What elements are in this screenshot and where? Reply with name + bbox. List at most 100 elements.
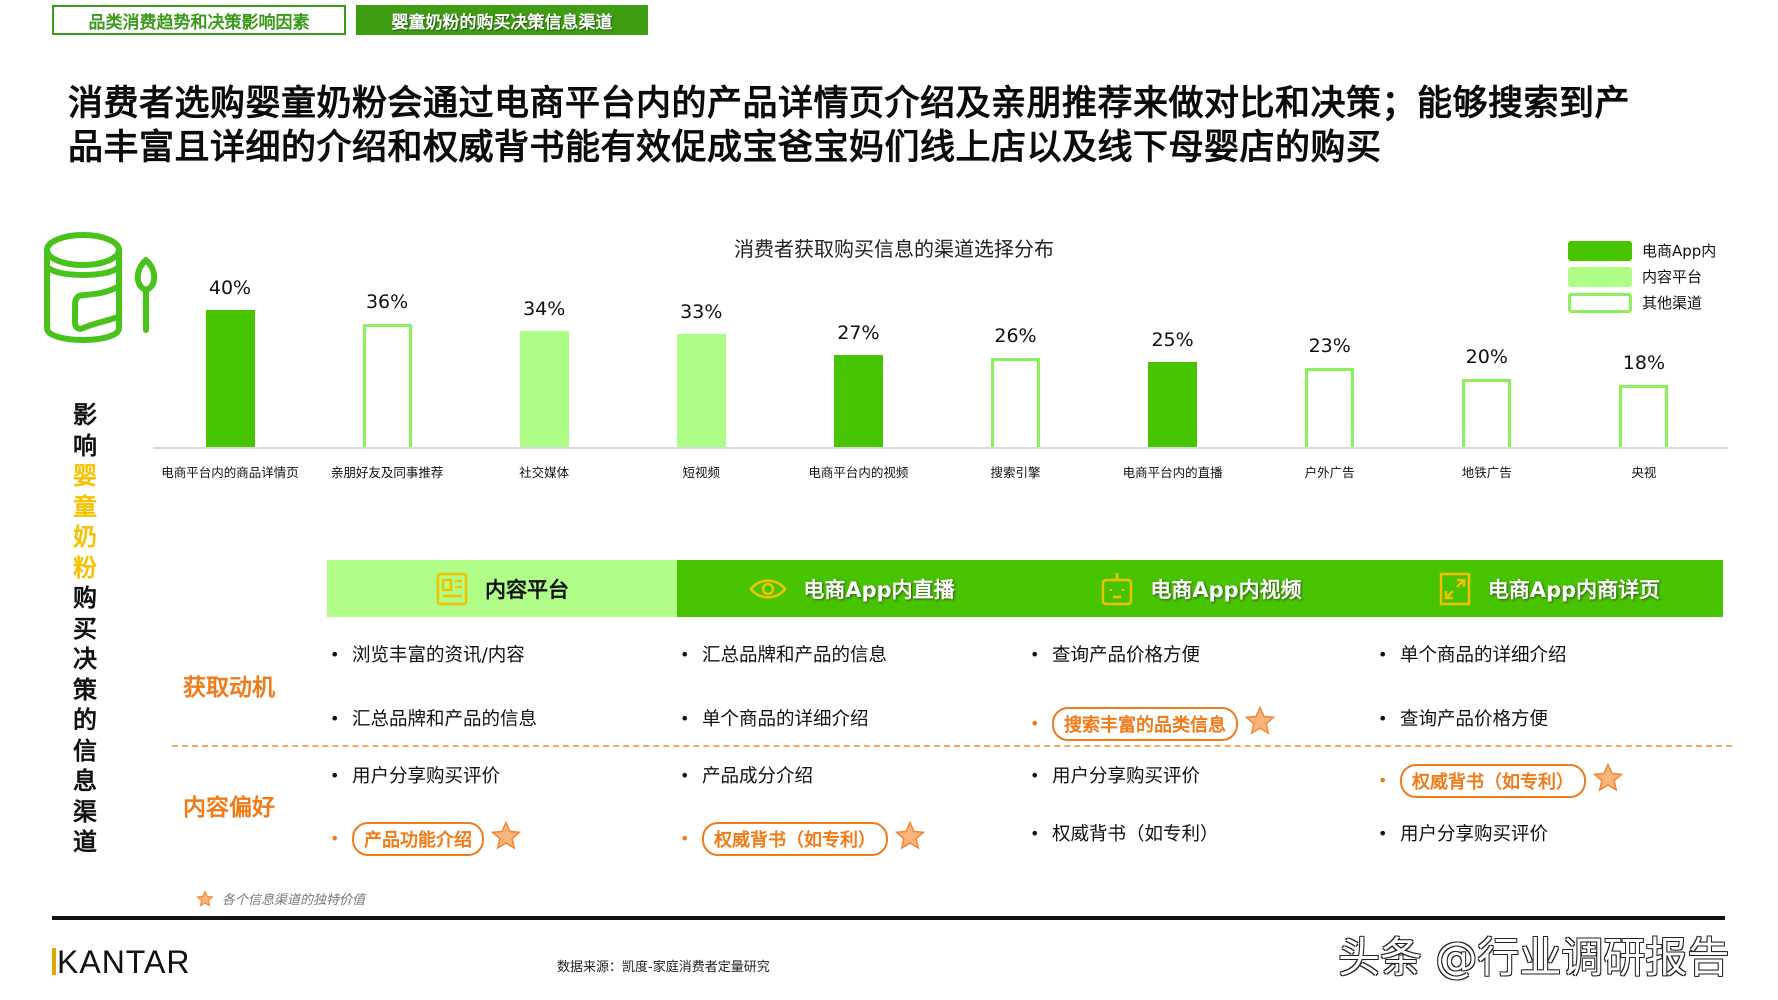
cell-text: 用户分享购买评价 [1052, 766, 1201, 787]
column-header-ecommerce-detail-page: 电商App内商详页 [1375, 560, 1723, 617]
cell-text: 单个商品的详细介绍 [702, 709, 869, 730]
column-header-label: 电商App内直播 [803, 577, 955, 602]
bar [1462, 378, 1512, 447]
tab-category-trends[interactable]: 品类消费趋势和决策影响因素 [52, 5, 346, 35]
bullet: • [330, 708, 340, 728]
star-icon [894, 820, 926, 857]
bullet: • [1030, 714, 1040, 733]
bullet: • [1378, 708, 1388, 728]
bullet: • [1030, 644, 1040, 664]
column-header-content-platform: 内容平台 [327, 560, 677, 617]
cell-text: 单个商品的详细介绍 [1400, 645, 1567, 666]
legend-label: 其他渠道 [1642, 294, 1703, 312]
table-cell: • 单个商品的详细介绍 [680, 705, 869, 731]
category-label: 央视 [1631, 465, 1657, 480]
legend-item-other: 其他渠道 [1568, 292, 1702, 313]
table-cell: • 用户分享购买评价 [1378, 820, 1548, 846]
side-title-highlight: 婴童奶粉 [73, 462, 97, 582]
expand-arrows-icon [1438, 571, 1472, 607]
table-cell: • 汇总品牌和产品的信息 [680, 641, 887, 667]
bar [205, 310, 255, 447]
footnote: 各个信息渠道的独特价值 [196, 889, 365, 908]
bar-value-label: 34% [523, 297, 566, 320]
bullet: • [1378, 823, 1388, 843]
bar-value-label: 20% [1465, 345, 1508, 368]
bar-value-label: 27% [837, 321, 880, 344]
bullet: • [330, 829, 340, 848]
brand-text: KANTAR [57, 944, 191, 980]
table-cell: • 浏览丰富的资讯/内容 [330, 641, 525, 667]
kantar-logo: KANTAR [52, 944, 190, 981]
bar-value-label: 18% [1622, 352, 1665, 375]
category-label: 电商平台内的视频 [808, 465, 909, 480]
category-label: 亲朋好友及同事推荐 [330, 465, 444, 480]
cell-text: 搜索丰富的品类信息 [1052, 706, 1238, 741]
bullet: • [680, 765, 690, 785]
bar-value-label: 26% [994, 325, 1037, 348]
cell-text: 权威背书（如专利） [1052, 824, 1219, 845]
category-label: 电商平台内的直播 [1122, 465, 1223, 480]
side-title-part1: 影响 [73, 401, 97, 460]
milk-powder-can-with-spoon-icon [43, 230, 163, 352]
table-cell-highlighted: • 产品功能介绍 [330, 820, 522, 857]
column-header-ecommerce-live: 电商App内直播 [677, 560, 1027, 617]
headline-line-2: 品丰富且详细的介绍和权威背书能有效促成宝爸宝妈们线上店以及线下母婴店的购买 [68, 128, 1382, 168]
star-icon [1244, 705, 1276, 742]
tab-purchase-info-channels[interactable]: 婴童奶粉的购买决策信息渠道 [356, 5, 648, 35]
table-cell-highlighted: • 权威背书（如专利） [1378, 762, 1624, 799]
cell-text: 权威背书（如专利） [1400, 763, 1586, 798]
cell-text: 查询产品价格方便 [1400, 709, 1549, 730]
star-icon [1592, 762, 1624, 799]
column-header-label: 内容平台 [485, 577, 569, 602]
bullet: • [1378, 771, 1388, 790]
bar [833, 354, 883, 447]
watermark: 头条 @行业调研报告 [1338, 933, 1730, 982]
category-label: 电商平台内的商品详情页 [161, 465, 299, 480]
table-cell-highlighted: • 搜索丰富的品类信息 [1030, 705, 1276, 742]
bullet: • [1378, 644, 1388, 664]
bullet: • [680, 708, 690, 728]
legend-swatch-other [1568, 292, 1632, 313]
bar-value-label: 23% [1308, 335, 1351, 358]
table-cell: • 产品成分介绍 [680, 762, 813, 788]
legend-label: 电商App内 [1642, 242, 1717, 260]
bar-value-label: 25% [1151, 328, 1194, 351]
category-label: 户外广告 [1304, 465, 1355, 480]
cell-text: 汇总品牌和产品的信息 [702, 645, 888, 666]
cell-text: 用户分享购买评价 [1400, 824, 1549, 845]
side-title-part2: 购买决策的信息渠道 [73, 584, 97, 856]
category-label: 搜索引擎 [990, 465, 1041, 480]
robot-tv-icon [1100, 571, 1134, 607]
category-label: 短视频 [682, 465, 721, 480]
footnote-text: 各个信息渠道的独特价值 [222, 893, 366, 908]
bar [1619, 385, 1669, 447]
bar [362, 323, 412, 447]
column-header-ecommerce-video: 电商App内视频 [1027, 560, 1375, 617]
logo-bar [52, 948, 56, 975]
bullet: • [330, 644, 340, 664]
data-source: 数据来源：凯度-家庭消费者定量研究 [557, 960, 770, 975]
row-label-motivation: 获取动机 [183, 675, 275, 701]
category-label: 社交媒体 [519, 465, 570, 480]
bar-value-label: 40% [208, 277, 252, 300]
legend-item-ecommerce: 电商App内 [1568, 240, 1716, 261]
cell-text: 用户分享购买评价 [352, 766, 501, 787]
legend-item-content: 内容平台 [1568, 266, 1702, 287]
cell-text: 查询产品价格方便 [1052, 645, 1201, 666]
bar [676, 334, 726, 447]
bullet: • [680, 644, 690, 664]
legend-swatch-content [1568, 266, 1632, 287]
cell-text: 权威背书（如专利） [702, 821, 888, 856]
table-cell: • 用户分享购买评价 [1030, 762, 1200, 788]
bar-value-label: 36% [365, 290, 409, 313]
category-label: 地铁广告 [1461, 465, 1512, 480]
table-cell: • 权威背书（如专利） [1030, 820, 1219, 846]
bar [519, 330, 569, 447]
bar-value-label: 33% [680, 301, 723, 324]
bar [991, 358, 1040, 447]
bullet: • [1030, 823, 1040, 843]
star-icon [196, 889, 214, 908]
bullet: • [330, 765, 340, 785]
headline-line-1: 消费者选购婴童奶粉会通过电商平台内的产品详情页介绍及亲朋推荐来做对比和决策；能够… [68, 84, 1631, 124]
bullet: • [680, 829, 690, 848]
